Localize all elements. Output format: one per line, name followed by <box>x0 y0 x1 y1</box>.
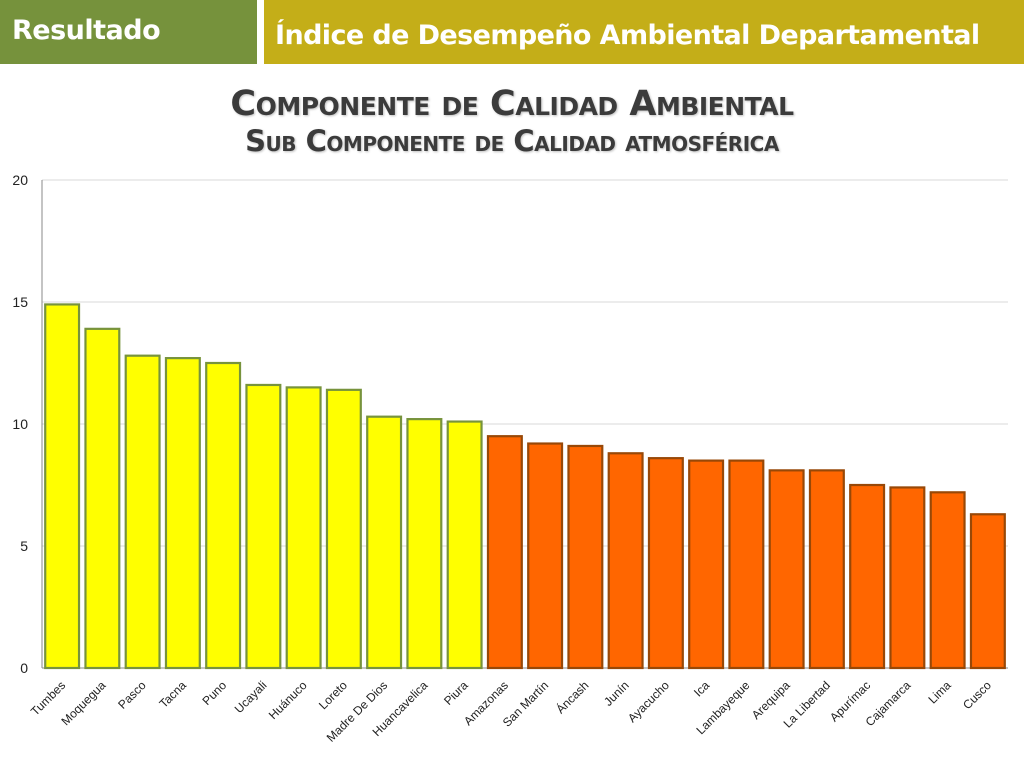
bar-lambayeque <box>728 459 765 670</box>
x-tick-label: Tumbes <box>28 678 68 718</box>
bar-cusco <box>969 513 1006 670</box>
y-tick-label: 20 <box>12 172 28 188</box>
x-tick-label: Ucayali <box>232 678 270 716</box>
x-tick-label: Áncash <box>553 678 592 717</box>
bar-pasco <box>124 354 161 670</box>
x-tick-label: Ayacucho <box>625 678 672 725</box>
bar-ucayali <box>245 383 282 670</box>
bar-puno <box>205 361 242 670</box>
header-title: Índice de Desempeño Ambiental Departamen… <box>264 0 1024 64</box>
x-tick-label: Huánuco <box>266 678 310 722</box>
bar-huánuco <box>285 386 322 670</box>
bar-loreto <box>325 388 362 670</box>
bar-arequipa <box>768 469 805 670</box>
chart-title-block: Componente de Calidad Ambiental Sub Comp… <box>0 84 1024 158</box>
bar-lima <box>929 491 966 670</box>
bar-junín <box>607 452 644 670</box>
bar-apurímac <box>849 483 886 670</box>
chart-subtitle: Sub Componente de Calidad atmosférica <box>245 124 779 158</box>
bar-ayacucho <box>647 457 684 670</box>
bar-piura <box>446 420 483 670</box>
bar-ica <box>688 459 725 670</box>
x-tick-label: Tacna <box>156 678 189 711</box>
y-tick-label: 0 <box>20 660 28 676</box>
x-tick-label: Loreto <box>316 678 350 712</box>
chart-title: Componente de Calidad Ambiental <box>230 84 794 124</box>
section-label: Resultado <box>0 0 257 64</box>
bar-tacna <box>164 357 201 670</box>
y-tick-label: 5 <box>20 538 28 554</box>
x-tick-label: Puno <box>200 678 230 708</box>
bar-madre-de-dios <box>366 415 403 670</box>
bar-áncash <box>567 444 604 670</box>
y-tick-label: 10 <box>12 416 28 432</box>
bar-la-libertad <box>808 469 845 670</box>
x-tick-label: Ica <box>691 678 712 699</box>
bar-huancavelica <box>406 418 443 670</box>
x-tick-label: Lima <box>925 678 954 707</box>
bar-moquegua <box>84 327 121 670</box>
bar-amazonas <box>486 435 523 670</box>
bar-tumbes <box>44 303 81 670</box>
bar-cajamarca <box>889 486 926 670</box>
x-tick-label: Moquegua <box>58 678 108 728</box>
x-tick-label: Cusco <box>960 678 994 712</box>
y-tick-label: 15 <box>12 294 28 310</box>
x-tick-label: Junín <box>601 678 632 709</box>
x-tick-label: Pasco <box>115 678 149 712</box>
x-tick-label: Piura <box>441 678 471 708</box>
bar-san-martín <box>527 442 564 670</box>
